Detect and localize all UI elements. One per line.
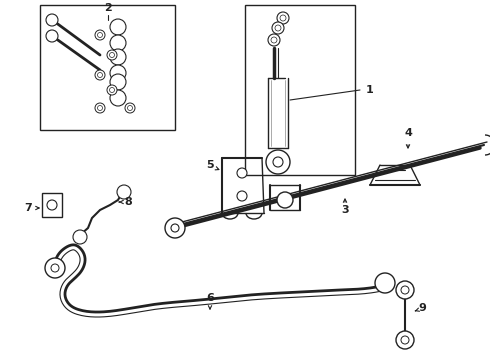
Circle shape [110, 19, 126, 35]
Bar [40, 5, 175, 130]
Text: 2: 2 [104, 3, 112, 13]
Bar [42, 193, 62, 217]
Text: 4: 4 [404, 128, 412, 138]
Circle shape [98, 105, 102, 111]
Circle shape [95, 103, 105, 113]
Circle shape [277, 12, 289, 24]
Circle shape [125, 103, 135, 113]
Circle shape [266, 150, 290, 174]
Circle shape [110, 49, 126, 65]
Circle shape [98, 32, 102, 37]
Circle shape [165, 218, 185, 238]
Circle shape [109, 87, 115, 93]
Circle shape [375, 273, 395, 293]
Circle shape [95, 30, 105, 40]
Circle shape [272, 22, 284, 34]
Circle shape [47, 200, 57, 210]
Circle shape [110, 74, 126, 90]
Text: 3: 3 [341, 205, 349, 215]
Circle shape [280, 15, 286, 21]
Text: 9: 9 [418, 303, 426, 313]
Circle shape [396, 281, 414, 299]
Circle shape [171, 224, 179, 232]
Circle shape [98, 72, 102, 77]
Circle shape [401, 336, 409, 344]
Circle shape [110, 35, 126, 51]
Circle shape [107, 85, 117, 95]
Circle shape [117, 185, 131, 199]
Circle shape [277, 192, 293, 208]
Circle shape [110, 90, 126, 106]
Circle shape [396, 331, 414, 349]
Circle shape [237, 168, 247, 178]
Circle shape [273, 157, 283, 167]
Circle shape [46, 30, 58, 42]
Circle shape [107, 50, 117, 60]
Text: 5: 5 [206, 160, 214, 170]
Circle shape [45, 258, 65, 278]
Text: 6: 6 [206, 293, 214, 303]
Circle shape [73, 230, 87, 244]
Circle shape [51, 264, 59, 272]
Circle shape [271, 37, 277, 43]
Circle shape [95, 70, 105, 80]
Text: 8: 8 [124, 197, 132, 207]
Circle shape [127, 105, 132, 111]
Text: 7: 7 [24, 203, 32, 213]
Circle shape [237, 191, 247, 201]
Text: 1: 1 [366, 85, 374, 95]
Bar [245, 5, 355, 175]
Circle shape [268, 34, 280, 46]
Circle shape [46, 14, 58, 26]
Circle shape [401, 286, 409, 294]
Circle shape [275, 25, 281, 31]
Circle shape [110, 65, 126, 81]
Circle shape [109, 53, 115, 58]
